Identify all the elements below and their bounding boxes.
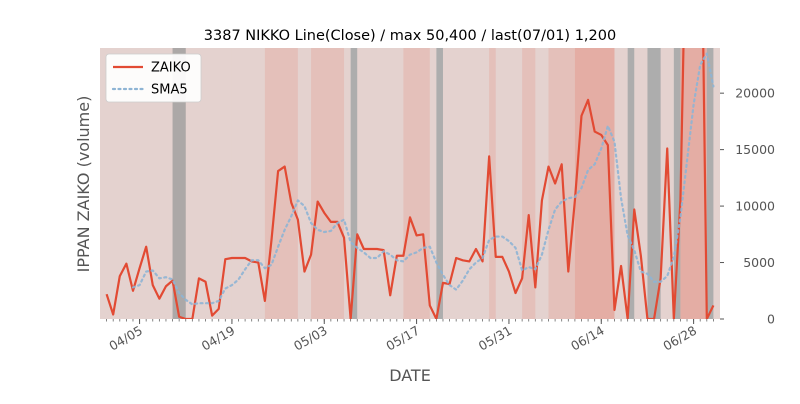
shaded-span-light bbox=[357, 48, 404, 319]
x-tick-label: 05/03 bbox=[291, 323, 330, 354]
shaded-span-light bbox=[297, 48, 312, 319]
shaded-span-medium bbox=[522, 48, 536, 319]
y-tick-label: 15000 bbox=[735, 142, 775, 157]
shaded-spans bbox=[100, 48, 720, 319]
x-tick-label: 05/17 bbox=[383, 323, 422, 354]
x-axis: 04/05 04/19 05/03 05/17 05/31 06/14 06/28 bbox=[106, 319, 714, 354]
shaded-span-light bbox=[535, 48, 549, 319]
legend: ZAIKO SMA5 bbox=[105, 53, 202, 103]
shaded-span-light bbox=[713, 48, 720, 319]
x-tick-label: 05/31 bbox=[476, 323, 515, 354]
shaded-span-gray bbox=[706, 48, 714, 319]
series-lines bbox=[105, 48, 715, 319]
x-tick-label: 04/19 bbox=[199, 323, 238, 354]
y-axis: 0 5000 10000 15000 20000 bbox=[720, 86, 775, 327]
y-tick-label: 0 bbox=[767, 312, 775, 327]
shaded-span-light bbox=[495, 48, 523, 319]
shaded-span-gray bbox=[627, 48, 635, 319]
shaded-span-light bbox=[634, 48, 648, 319]
shaded-span-strong bbox=[574, 48, 615, 319]
shaded-span-light bbox=[614, 48, 628, 319]
x-axis-label: DATE bbox=[389, 366, 431, 385]
shaded-span-gray bbox=[647, 48, 661, 319]
y-tick-label: 10000 bbox=[735, 199, 775, 214]
shaded-span-gray bbox=[172, 48, 186, 319]
legend-label-zaiko: ZAIKO bbox=[151, 61, 191, 76]
x-tick-label: 06/14 bbox=[568, 323, 607, 354]
y-axis-label: IPPAN ZAIKO (volume) bbox=[74, 96, 93, 273]
chart-title: 3387 NIKKO Line(Close) / max 50,400 / la… bbox=[204, 28, 616, 44]
x-tick-label: 04/05 bbox=[106, 323, 145, 354]
shaded-span-medium bbox=[548, 48, 575, 319]
shaded-span-light bbox=[344, 48, 351, 319]
series-line-sma5 bbox=[131, 52, 715, 306]
shaded-span-medium bbox=[311, 48, 345, 319]
shaded-span-medium bbox=[489, 48, 496, 319]
shaded-span-medium bbox=[264, 48, 298, 319]
shaded-span-gray bbox=[673, 48, 681, 319]
legend-label-sma5: SMA5 bbox=[151, 83, 188, 98]
x-tick-label: 06/28 bbox=[660, 323, 699, 354]
plot-background bbox=[100, 48, 720, 319]
shaded-span-gray bbox=[350, 48, 358, 319]
series-line-zaiko bbox=[105, 48, 715, 319]
shaded-span-gray bbox=[436, 48, 443, 319]
shaded-span-light bbox=[442, 48, 490, 319]
y-tick-label: 20000 bbox=[735, 86, 775, 101]
shaded-span-medium bbox=[403, 48, 430, 319]
y-tick-label: 5000 bbox=[743, 255, 775, 270]
shaded-span-light bbox=[429, 48, 437, 319]
